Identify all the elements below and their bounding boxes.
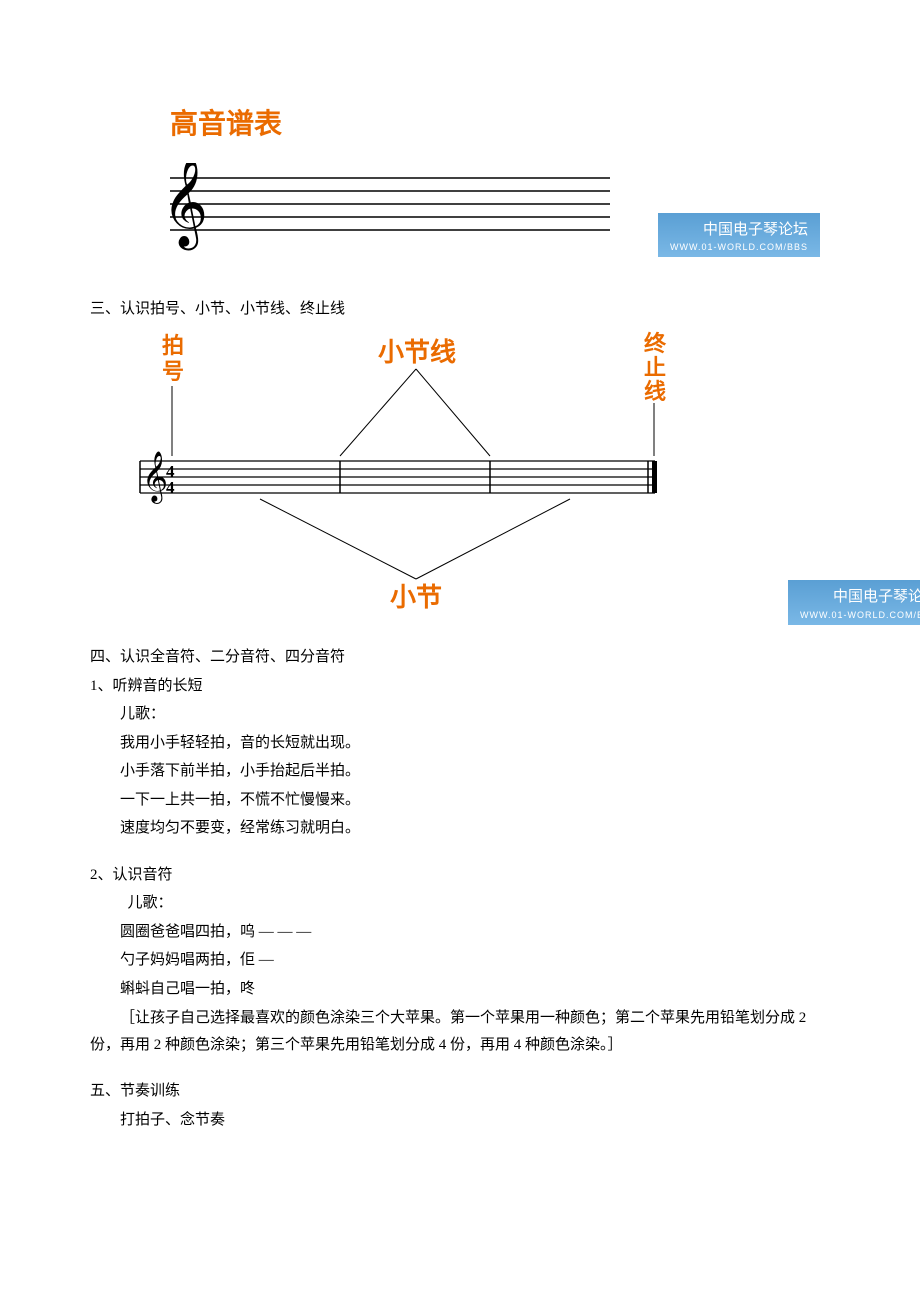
bracket-note: ［让孩子自己选择最喜欢的颜色涂染三个大苹果。第一个苹果用一种颜色；第二个苹果先用… bbox=[90, 1005, 830, 1059]
small-treble-clef-icon: 𝄞 bbox=[142, 452, 168, 504]
label-final-1: 终 bbox=[644, 331, 667, 356]
rhyme-line: 一下一上共一拍，不慌不忙慢慢来。 bbox=[120, 788, 830, 814]
watermark-badge: 中国电子琴论坛 WWW.01-WORLD.COM/BBS bbox=[658, 213, 820, 258]
sub-4-1-num: 1、听辨音的长短 bbox=[90, 674, 830, 700]
section-5-line: 打拍子、念节奏 bbox=[120, 1108, 830, 1134]
treble-staff-title: 高音谱表 bbox=[170, 100, 830, 148]
rhyme-line: 勺子妈妈唱两拍，佢 — bbox=[120, 948, 830, 974]
time-sig-bottom: 4 bbox=[166, 478, 175, 497]
treble-staff-section: 高音谱表 𝄞 中国电子琴论坛 WWW.01-WORLD.COM/BBS bbox=[90, 100, 830, 267]
sub-4-2-num: 2、认识音符 bbox=[90, 863, 830, 889]
label-measure: 小节 bbox=[390, 582, 442, 611]
treble-staff-figure: 𝄞 中国电子琴论坛 WWW.01-WORLD.COM/BBS bbox=[120, 163, 830, 268]
section-4: 四、认识全音符、二分音符、四分音符 1、听辨音的长短 儿歌： 我用小手轻轻拍，音… bbox=[90, 645, 830, 1059]
watermark-badge-2: 中国电子琴论坛 WWW.01-WORLD.COM/BBS bbox=[788, 580, 920, 625]
section-5: 五、节奏训练 打拍子、念节奏 bbox=[90, 1079, 830, 1133]
sub-4-1-title: 儿歌： bbox=[120, 702, 830, 728]
section-3-heading: 三、认识拍号、小节、小节线、终止线 bbox=[90, 297, 830, 323]
measure-diagram: 拍 号 小节线 终 止 线 𝄞 4 4 bbox=[120, 331, 830, 621]
section-4-heading: 四、认识全音符、二分音符、四分音符 bbox=[90, 645, 830, 671]
rhyme-line: 我用小手轻轻拍，音的长短就出现。 bbox=[120, 731, 830, 757]
rhyme-line: 小手落下前半拍，小手抬起后半拍。 bbox=[120, 759, 830, 785]
rhyme-line: 速度均匀不要变，经常练习就明白。 bbox=[120, 816, 830, 842]
watermark-subtext: WWW.01-WORLD.COM/BBS bbox=[670, 240, 808, 255]
rhyme-line: 圆圈爸爸唱四拍，呜 — — — bbox=[120, 920, 830, 946]
section-5-heading: 五、节奏训练 bbox=[90, 1079, 830, 1105]
watermark-text-2: 中国电子琴论坛 bbox=[833, 588, 920, 605]
label-final-3: 线 bbox=[644, 379, 666, 404]
treble-staff-svg: 𝄞 bbox=[120, 163, 620, 258]
label-time-sig-2: 号 bbox=[162, 359, 184, 384]
section-3: 三、认识拍号、小节、小节线、终止线 拍 号 小节线 终 止 线 𝄞 bbox=[90, 297, 830, 620]
watermark-text: 中国电子琴论坛 bbox=[703, 221, 808, 238]
label-barline: 小节线 bbox=[378, 337, 456, 367]
watermark-subtext-2: WWW.01-WORLD.COM/BBS bbox=[800, 608, 920, 623]
measure-diagram-svg: 拍 号 小节线 终 止 线 𝄞 4 4 bbox=[120, 331, 680, 611]
rhyme-line: 蝌蚪自己唱一拍，咚 bbox=[120, 977, 830, 1003]
label-time-sig-1: 拍 bbox=[162, 333, 184, 358]
label-final-2: 止 bbox=[644, 355, 666, 380]
treble-clef-icon: 𝄞 bbox=[162, 163, 208, 251]
sub-4-2-title: 儿歌： bbox=[128, 891, 831, 917]
